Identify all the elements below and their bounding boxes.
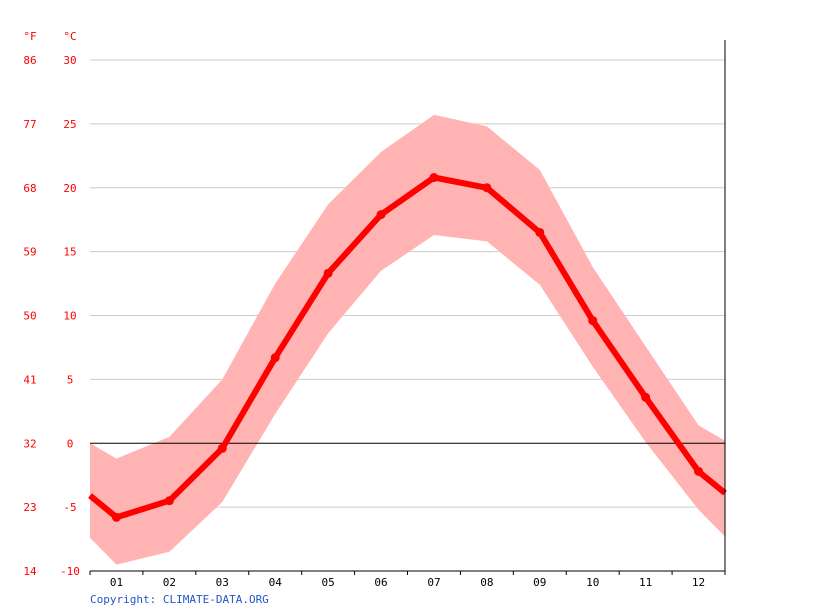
y-tick-label-celsius: 0 bbox=[67, 437, 74, 450]
x-tick-label: 01 bbox=[110, 576, 123, 589]
x-tick-label: 10 bbox=[586, 576, 599, 589]
x-tick-label: 09 bbox=[533, 576, 546, 589]
x-tick-label: 12 bbox=[692, 576, 705, 589]
unit-fahrenheit: °F bbox=[23, 30, 36, 43]
average-temperature-line bbox=[88, 174, 727, 521]
y-tick-label-celsius: 10 bbox=[63, 310, 76, 323]
data-point-12 bbox=[694, 466, 704, 476]
data-point-11 bbox=[641, 392, 651, 402]
y-tick-label-fahrenheit: 14 bbox=[23, 565, 37, 578]
y-tick-label-fahrenheit: 50 bbox=[23, 310, 36, 323]
y-tick-label-fahrenheit: 86 bbox=[23, 54, 36, 67]
data-point-02 bbox=[164, 496, 174, 506]
x-tick-label: 08 bbox=[480, 576, 493, 589]
y-tick-label-fahrenheit: 32 bbox=[23, 437, 36, 450]
data-point-05 bbox=[323, 268, 333, 278]
y-tick-label-fahrenheit: 23 bbox=[23, 501, 36, 514]
y-tick-label-celsius: 30 bbox=[63, 54, 76, 67]
x-tick-label: 04 bbox=[269, 576, 283, 589]
data-point-09 bbox=[535, 227, 545, 237]
y-tick-label-fahrenheit: 77 bbox=[23, 118, 36, 131]
data-point-08 bbox=[482, 183, 492, 193]
y-tick-label-celsius: 5 bbox=[67, 373, 74, 386]
y-tick-label-celsius: 15 bbox=[63, 246, 76, 259]
y-tick-label-fahrenheit: 68 bbox=[23, 182, 36, 195]
x-tick-label: 03 bbox=[216, 576, 229, 589]
average-line-path bbox=[88, 174, 727, 521]
x-tick-label: 11 bbox=[639, 576, 652, 589]
average-temperature-points bbox=[111, 173, 704, 522]
data-point-07 bbox=[429, 173, 439, 183]
x-tick-label: 05 bbox=[322, 576, 335, 589]
y-tick-label-celsius: -5 bbox=[63, 501, 76, 514]
data-point-04 bbox=[270, 353, 280, 363]
x-axis-labels: 01 02 03 04 05 06 07 08 09 10 11 12 bbox=[110, 576, 705, 589]
x-tick-label: 02 bbox=[163, 576, 176, 589]
y-tick-label-celsius: -10 bbox=[60, 565, 80, 578]
temperature-range-band bbox=[90, 114, 725, 565]
copyright-text: Copyright: CLIMATE-DATA.ORG bbox=[90, 593, 269, 606]
y-tick-label-fahrenheit: 59 bbox=[23, 246, 36, 259]
data-point-03 bbox=[217, 443, 227, 453]
data-point-06 bbox=[376, 210, 386, 220]
x-tick-label: 07 bbox=[427, 576, 440, 589]
y-axis-labels: -10 14 -5 23 0 32 5 41 10 50 15 59 20 68 25 77 30 86 bbox=[23, 54, 80, 578]
y-tick-label-fahrenheit: 41 bbox=[23, 373, 36, 386]
axes bbox=[89, 40, 726, 575]
x-tick-label: 06 bbox=[374, 576, 387, 589]
y-tick-label-celsius: 25 bbox=[63, 118, 76, 131]
range-band-area bbox=[90, 114, 725, 565]
data-point-10 bbox=[588, 316, 598, 326]
data-point-01 bbox=[111, 512, 121, 522]
unit-celsius: °C bbox=[63, 30, 76, 43]
y-tick-label-celsius: 20 bbox=[63, 182, 76, 195]
